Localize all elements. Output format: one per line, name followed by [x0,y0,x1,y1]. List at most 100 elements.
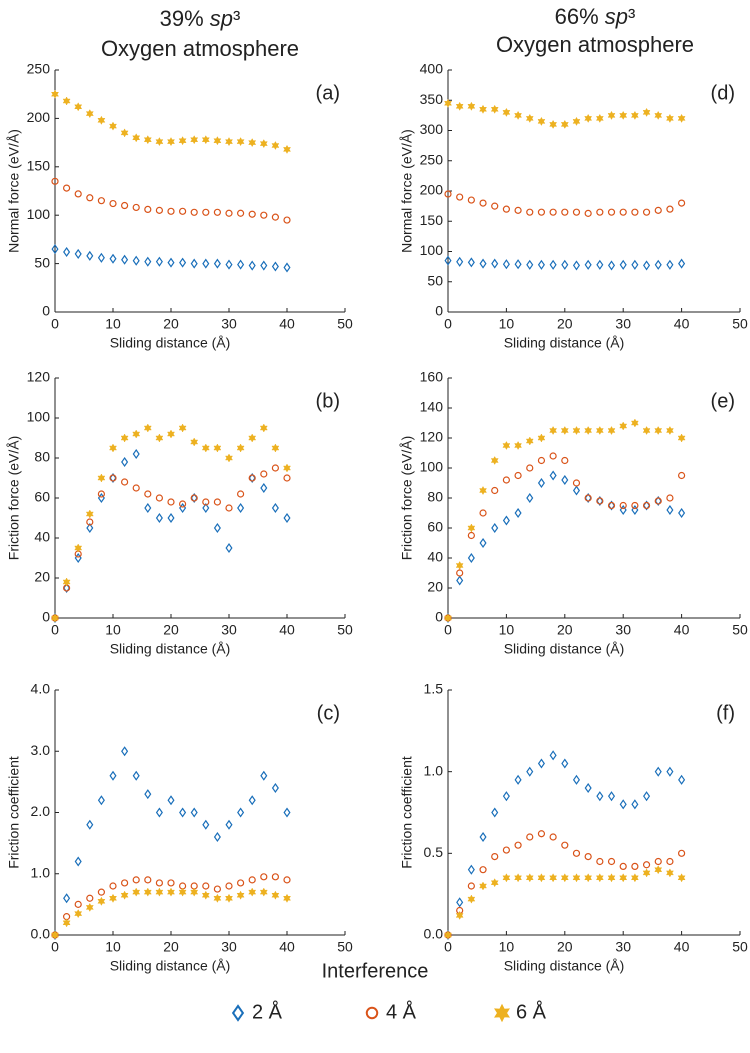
marker [51,613,59,623]
marker [537,208,546,216]
marker [283,463,291,473]
marker [494,1003,510,1023]
x-tick-label: 50 [732,622,748,638]
marker [561,474,569,486]
marker [666,504,674,516]
y-tick-label: 60 [427,519,443,535]
marker [109,443,117,453]
marker [120,879,129,887]
y-tick-label: 150 [420,212,444,228]
marker [213,893,222,903]
marker [572,485,581,496]
marker [167,512,175,524]
marker [62,918,71,928]
marker [502,476,510,484]
marker [630,873,639,883]
marker [572,849,581,857]
marker [201,443,210,453]
y-tick-label: 40 [427,549,443,565]
marker [455,910,464,920]
marker [51,244,59,255]
marker [479,866,487,874]
y-tick-label: 0.0 [31,926,51,942]
x-tick-label: 20 [557,622,573,638]
marker [572,873,581,883]
marker [631,501,639,510]
marker [225,893,233,903]
title-part: ³ [628,4,635,29]
marker [237,209,245,217]
marker [202,819,210,830]
y-tick-label: 3.0 [31,742,51,758]
marker [74,909,83,919]
y-tick-label: 1.0 [31,864,51,880]
marker [213,522,221,534]
x-tick-label: 50 [337,939,353,955]
marker [62,577,71,587]
marker [202,882,210,890]
marker [619,208,627,216]
title-part: sp [605,4,628,29]
marker [561,208,569,216]
marker [109,882,117,890]
marker [572,260,581,271]
marker [549,208,557,216]
y-tick-label: 20 [427,579,443,595]
marker [231,1004,245,1022]
y-tick-label: 0.0 [424,926,444,942]
marker [365,1006,379,1020]
marker [584,425,593,436]
marker [86,250,94,261]
marker [666,259,674,270]
marker [167,207,175,215]
marker [444,190,452,198]
marker [514,873,522,883]
marker [678,507,686,519]
marker [155,206,163,214]
marker [584,209,592,217]
marker [225,137,233,147]
marker [74,856,82,867]
marker [132,876,140,884]
marker [225,542,233,554]
marker [143,423,152,433]
marker [213,885,221,893]
marker [595,113,604,123]
marker [271,140,280,151]
marker [179,257,187,268]
x-tick-label: 50 [337,622,353,638]
y-tick-label: 140 [420,399,444,415]
panel-label: (d) [711,82,735,104]
marker [283,807,291,818]
marker [654,857,662,866]
y-axis-label: Friction coefficient [6,756,22,869]
marker [677,849,686,857]
marker [85,109,94,119]
marker [179,502,187,514]
marker [467,196,475,204]
y-tick-label: 400 [420,61,444,77]
marker [167,879,175,887]
marker [607,208,616,216]
marker [155,887,164,897]
marker [236,443,245,453]
title-part: ³ [233,6,240,31]
y-tick-label: 100 [27,206,51,222]
marker [283,144,291,154]
marker [631,504,639,516]
marker [678,774,686,785]
x-tick-label: 20 [163,622,179,638]
marker [607,501,616,510]
marker [225,259,233,270]
marker [607,260,616,271]
marker [677,199,686,207]
marker [677,113,686,123]
title-part: 39% [160,6,210,31]
marker [109,199,117,208]
y-tick-label: 250 [27,61,51,77]
marker [490,455,499,466]
marker [619,862,627,871]
marker [248,433,257,443]
marker [584,494,592,502]
marker [561,259,569,270]
